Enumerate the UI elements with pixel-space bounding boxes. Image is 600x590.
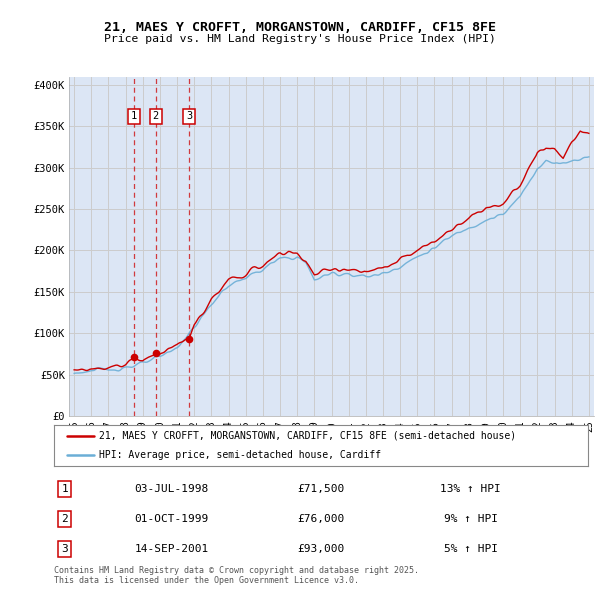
Text: 21, MAES Y CROFFT, MORGANSTOWN, CARDIFF, CF15 8FE (semi-detached house): 21, MAES Y CROFFT, MORGANSTOWN, CARDIFF,… (100, 431, 517, 441)
Text: 1: 1 (131, 112, 137, 122)
Text: 9% ↑ HPI: 9% ↑ HPI (443, 514, 497, 524)
Text: £71,500: £71,500 (298, 484, 344, 494)
Text: £76,000: £76,000 (298, 514, 344, 524)
Text: 5% ↑ HPI: 5% ↑ HPI (443, 545, 497, 554)
Text: 2: 2 (61, 514, 68, 524)
Text: Price paid vs. HM Land Registry's House Price Index (HPI): Price paid vs. HM Land Registry's House … (104, 34, 496, 44)
Text: 21, MAES Y CROFFT, MORGANSTOWN, CARDIFF, CF15 8FE: 21, MAES Y CROFFT, MORGANSTOWN, CARDIFF,… (104, 21, 496, 34)
Text: Contains HM Land Registry data © Crown copyright and database right 2025.
This d: Contains HM Land Registry data © Crown c… (54, 566, 419, 585)
Text: 3: 3 (61, 545, 68, 554)
Text: 13% ↑ HPI: 13% ↑ HPI (440, 484, 501, 494)
Text: 3: 3 (186, 112, 192, 122)
Text: £93,000: £93,000 (298, 545, 344, 554)
Text: 14-SEP-2001: 14-SEP-2001 (134, 545, 209, 554)
Text: 1: 1 (61, 484, 68, 494)
Text: 2: 2 (152, 112, 159, 122)
Text: 03-JUL-1998: 03-JUL-1998 (134, 484, 209, 494)
Text: 01-OCT-1999: 01-OCT-1999 (134, 514, 209, 524)
Text: HPI: Average price, semi-detached house, Cardiff: HPI: Average price, semi-detached house,… (100, 450, 382, 460)
